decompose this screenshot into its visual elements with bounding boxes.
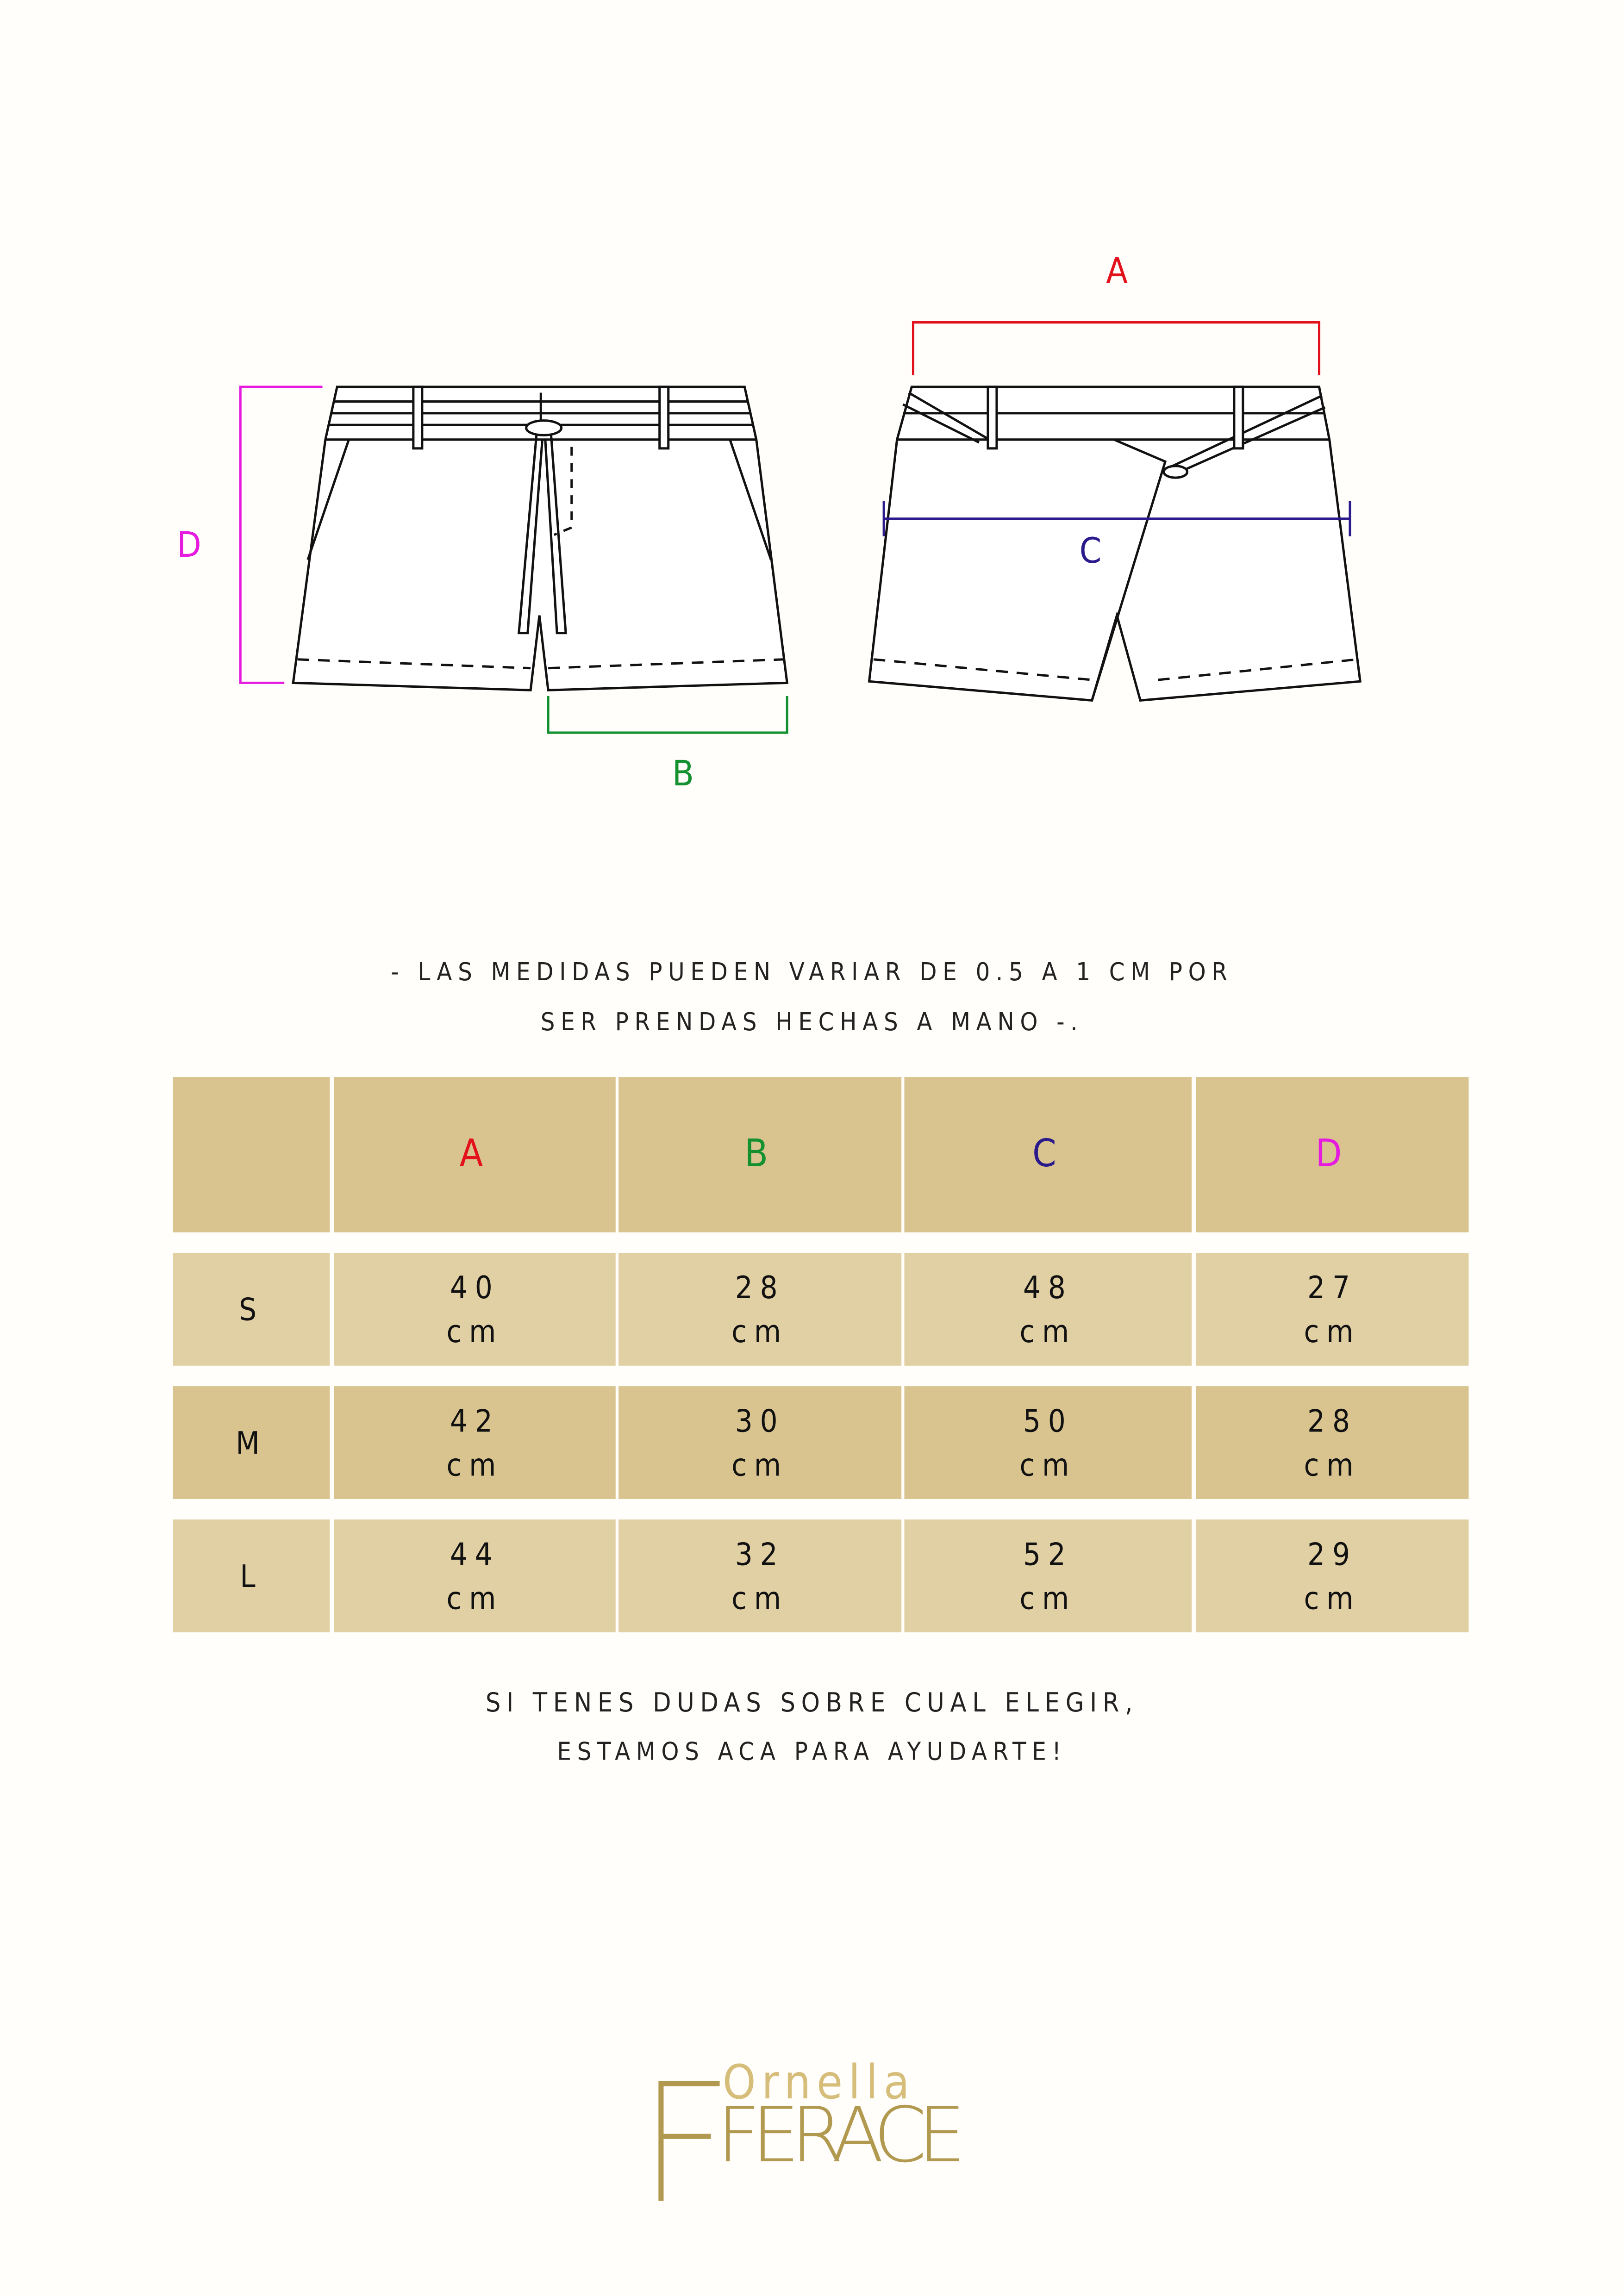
value: 42 — [450, 1403, 500, 1438]
cell-L-B: 32 cm — [618, 1519, 902, 1633]
value: 30 — [735, 1403, 785, 1438]
note-line-1: - LAS MEDIDAS PUEDEN VARIAR DE 0.5 A 1 C… — [391, 958, 1233, 988]
unit: cm — [1019, 1447, 1077, 1482]
value: 44 — [450, 1536, 500, 1572]
footer-line-2: ESTAMOS ACA PARA AYUDARTE! — [557, 1737, 1067, 1767]
value: 28 — [1307, 1403, 1357, 1438]
cell-L-D: 29 cm — [1196, 1519, 1469, 1633]
unit: cm — [1019, 1580, 1077, 1616]
logo-top: Ornella — [723, 2055, 915, 2109]
cell-S-D: 27 cm — [1196, 1253, 1469, 1366]
header-b: B — [618, 1077, 902, 1232]
ornella-ferace-logo: Ornella FERACE — [658, 2055, 966, 2201]
unit: cm — [731, 1580, 789, 1616]
value: 27 — [1307, 1269, 1357, 1305]
label-c: C — [1079, 530, 1102, 572]
label-b: B — [672, 753, 694, 795]
unit: cm — [1019, 1313, 1077, 1349]
size-label: M — [236, 1425, 267, 1461]
size-label: L — [240, 1558, 263, 1594]
cell-M-C: 50 cm — [904, 1386, 1192, 1499]
cell-M-B: 30 cm — [618, 1386, 902, 1499]
cell-M-A: 42 cm — [334, 1386, 616, 1499]
value: 29 — [1307, 1536, 1357, 1572]
label-d: D — [177, 524, 201, 566]
unit: cm — [1304, 1447, 1361, 1482]
dimension-c — [882, 501, 1351, 536]
row-size-S: S — [173, 1253, 330, 1366]
unit: cm — [1304, 1313, 1361, 1349]
cell-M-D: 28 cm — [1196, 1386, 1469, 1499]
unit: cm — [731, 1447, 789, 1482]
row-size-L: L — [173, 1519, 330, 1633]
header-a: A — [334, 1077, 616, 1232]
value: 48 — [1023, 1269, 1073, 1305]
unit: cm — [446, 1580, 504, 1616]
unit: cm — [446, 1447, 504, 1482]
unit: cm — [1304, 1580, 1361, 1616]
value: 32 — [735, 1536, 785, 1572]
cell-S-B: 28 cm — [618, 1253, 902, 1366]
unit: cm — [731, 1313, 789, 1349]
header-d: D — [1196, 1077, 1469, 1232]
header-empty — [173, 1077, 330, 1232]
note-line-2: SER PRENDAS HECHAS A MANO -. — [540, 1008, 1084, 1038]
footer-line-1: SI TENES DUDAS SOBRE CUAL ELEGIR, — [485, 1688, 1139, 1719]
cell-L-C: 52 cm — [904, 1519, 1192, 1633]
back-shorts-drawing — [868, 386, 1362, 702]
value: 40 — [450, 1269, 500, 1305]
unit: cm — [446, 1313, 504, 1349]
label-a: A — [1106, 250, 1128, 292]
dimension-d — [239, 386, 323, 684]
size-label: S — [239, 1291, 264, 1327]
dimension-b — [547, 696, 788, 734]
cell-S-A: 40 cm — [334, 1253, 616, 1366]
value: 28 — [735, 1269, 785, 1305]
value: 52 — [1023, 1536, 1073, 1572]
cell-L-A: 44 cm — [334, 1519, 616, 1633]
dimension-a — [912, 321, 1321, 375]
cell-S-C: 48 cm — [904, 1253, 1192, 1366]
header-c: C — [904, 1077, 1192, 1232]
logo-bottom: FERACE — [717, 2091, 966, 2179]
value: 50 — [1023, 1403, 1073, 1438]
row-size-M: M — [173, 1386, 330, 1499]
front-shorts-drawing — [292, 386, 789, 691]
